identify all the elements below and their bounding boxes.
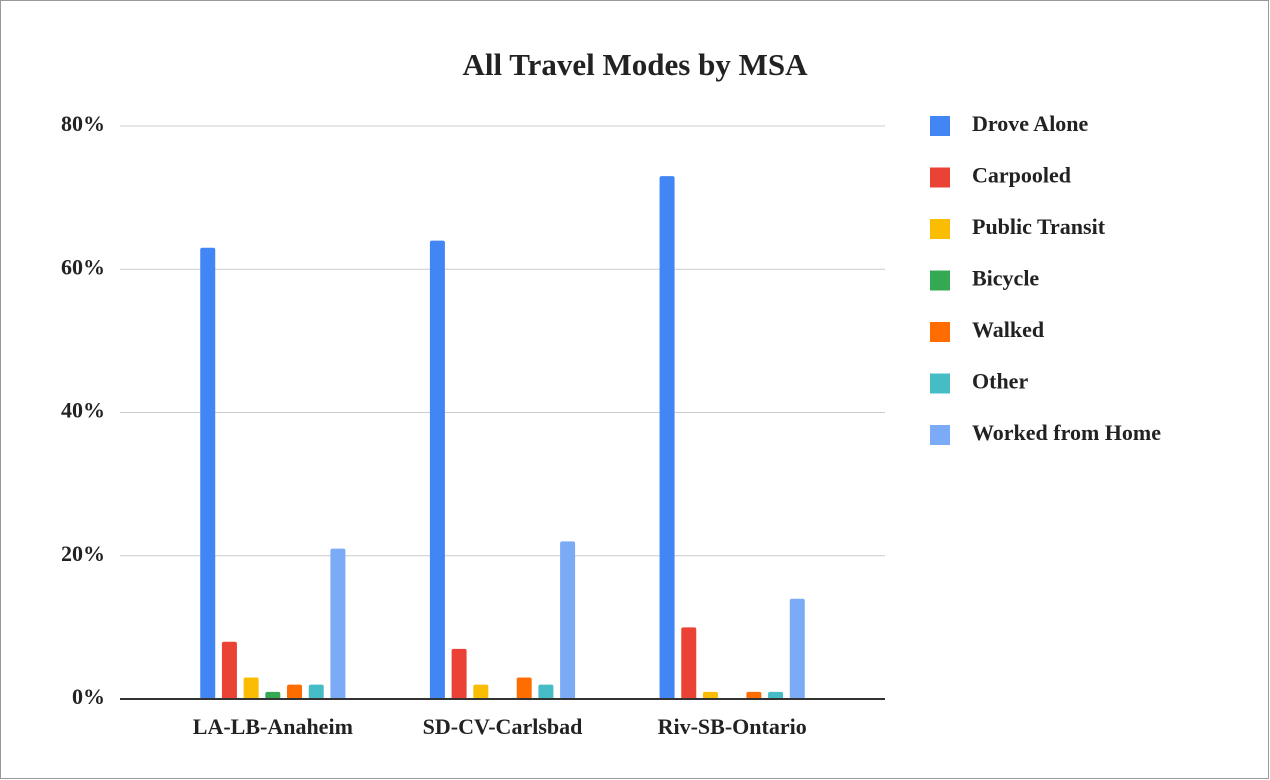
legend-swatch	[930, 270, 950, 291]
bar	[265, 691, 281, 699]
bar	[768, 691, 784, 699]
legend-swatch	[930, 425, 950, 445]
legend-label: Other	[972, 369, 1028, 394]
bar	[516, 677, 532, 699]
bar	[429, 240, 445, 699]
x-tick-label: LA-LB-Anaheim	[193, 714, 353, 739]
legend-swatch	[930, 116, 950, 136]
bar	[538, 684, 554, 699]
bar	[702, 691, 718, 699]
legend-label: Bicycle	[972, 266, 1039, 291]
bar	[330, 548, 346, 699]
legend-swatch	[930, 322, 950, 342]
legend-label: Public Transit	[972, 214, 1106, 239]
x-tick-label: SD-CV-Carlsbad	[423, 714, 583, 739]
legend-swatch	[930, 373, 950, 394]
legend-label: Carpooled	[972, 163, 1071, 188]
bar	[243, 677, 259, 699]
legend-label: Walked	[972, 317, 1044, 342]
chart-title: All Travel Modes by MSA	[462, 47, 808, 82]
bar	[789, 598, 805, 699]
y-tick-label: 20%	[61, 541, 105, 566]
legend-label: Drove Alone	[972, 111, 1089, 136]
y-tick-label: 60%	[61, 254, 105, 279]
y-tick-label: 0%	[72, 684, 105, 709]
bar	[221, 641, 237, 699]
bar	[451, 648, 467, 699]
legend-label: Worked from Home	[972, 420, 1161, 445]
legend-swatch	[930, 167, 950, 188]
bar	[681, 627, 697, 699]
y-tick-label: 40%	[61, 398, 105, 423]
bar	[473, 684, 489, 699]
bar	[560, 541, 576, 699]
legend-swatch	[930, 219, 950, 239]
bar	[308, 684, 324, 699]
x-tick-label: Riv-SB-Ontario	[658, 714, 807, 739]
y-tick-label: 80%	[61, 111, 105, 136]
bar	[287, 684, 303, 699]
bar	[200, 247, 216, 699]
bar	[659, 176, 675, 699]
bar	[746, 691, 762, 699]
